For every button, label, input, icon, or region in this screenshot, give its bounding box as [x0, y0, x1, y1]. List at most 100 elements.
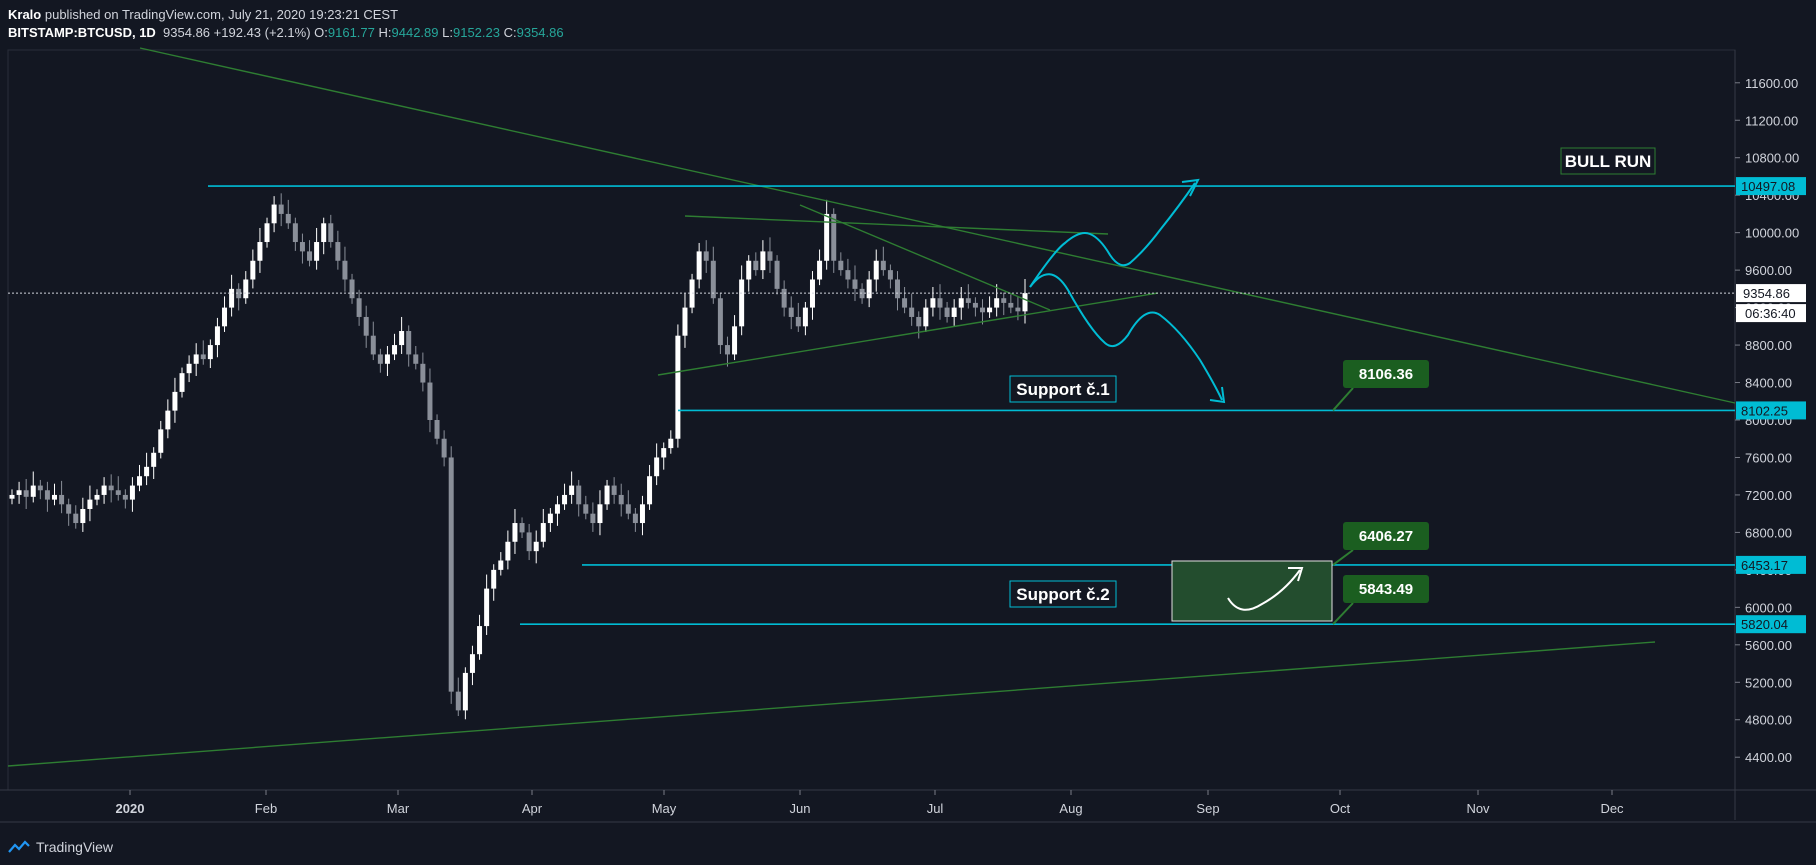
candle-body [314, 242, 320, 261]
x-tick-label: Sep [1196, 801, 1219, 816]
candle-body [94, 494, 100, 500]
candle-body [448, 457, 454, 692]
candle-body [930, 298, 936, 308]
candle-body [547, 513, 553, 524]
x-tick-label: Feb [255, 801, 277, 816]
candle-body [647, 476, 653, 505]
candle-body [66, 504, 72, 514]
candle-body [717, 298, 723, 346]
candle-body [222, 307, 228, 327]
candle-body [469, 654, 475, 673]
support-1-price-tag [1736, 401, 1806, 420]
candle-body [179, 373, 185, 392]
countdown-tag [1736, 304, 1806, 323]
y-tick-label: 4400.00 [1745, 750, 1792, 765]
candle-body [866, 279, 872, 299]
candle-body [335, 242, 341, 261]
candle-body [441, 438, 447, 458]
y-tick-label: 7600.00 [1745, 450, 1792, 465]
candle-body [434, 420, 440, 439]
candle-body [909, 307, 915, 317]
callout-5843-box [1343, 575, 1429, 603]
candle-body [52, 494, 58, 500]
plot-frame [7, 49, 1736, 791]
candle-body [958, 298, 964, 308]
candle-body [377, 354, 383, 364]
candle-body [264, 223, 270, 243]
callout-8106: 8106.36 [1359, 366, 1413, 383]
candle-body [349, 279, 355, 299]
candle-body [824, 213, 830, 261]
candle-body [795, 316, 801, 327]
open-value: 9161.77 [327, 25, 375, 40]
candle-body [392, 345, 398, 355]
candle-body [859, 288, 865, 299]
candle-body [873, 260, 879, 280]
candle-body [639, 504, 645, 524]
candle-body [781, 288, 787, 308]
candle-body [484, 588, 490, 627]
candle-body [399, 331, 405, 346]
candle-body [413, 354, 419, 364]
candle-body [668, 438, 674, 449]
candle-body [243, 279, 249, 299]
candle-body [321, 223, 327, 243]
support-2-zone [1171, 560, 1333, 622]
candle-body [533, 541, 539, 552]
candle-body [477, 626, 483, 655]
candle-body [151, 452, 157, 467]
candle-body [611, 485, 617, 495]
wedge-top-line [799, 204, 1051, 311]
bull-run-label-box [1560, 147, 1656, 175]
support-1-label-box [1009, 375, 1117, 403]
candle-body [158, 429, 164, 453]
candle-body [845, 270, 851, 280]
candle-body [654, 457, 660, 477]
y-tick-label: 4800.00 [1745, 713, 1792, 728]
candle-body [271, 204, 277, 224]
candle-body [299, 242, 305, 252]
candle-body [625, 504, 631, 514]
high-label: H: [378, 25, 392, 40]
candle-body [540, 523, 546, 542]
candle-body [9, 494, 15, 499]
support-1-label: Support č.1 [1016, 380, 1110, 399]
candle-body [137, 476, 143, 486]
candle-body [129, 485, 135, 500]
y-tick-label: 8400.00 [1745, 376, 1792, 391]
candle-body [965, 298, 971, 303]
candle-body [505, 541, 511, 561]
author-name[interactable]: Kralo [8, 7, 42, 22]
y-tick-label: 5200.00 [1745, 675, 1792, 690]
candle-body [328, 223, 334, 243]
support-2-label: Support č.2 [1016, 585, 1110, 604]
tradingview-footer[interactable]: TradingView [8, 839, 113, 855]
x-tick-label: Dec [1600, 801, 1624, 816]
candle-body [724, 345, 730, 355]
y-tick-label: 11600.00 [1745, 76, 1798, 91]
low-label: L: [442, 25, 453, 40]
low-value: 9152.23 [452, 25, 500, 40]
candle-body [491, 569, 497, 589]
bearish-projection-path [1029, 273, 1223, 401]
candle-body [802, 307, 808, 327]
y-tick-label: 7200.00 [1745, 488, 1792, 503]
callout-5843-pointer [1332, 602, 1354, 625]
candle-body [902, 298, 908, 308]
footer-brand: TradingView [36, 839, 114, 855]
candle-body [172, 391, 178, 411]
candle-body [37, 485, 43, 491]
x-tick-label: Nov [1466, 801, 1490, 816]
close-label: C: [503, 25, 517, 40]
candle-body [951, 307, 957, 317]
long-ascending-trendline [7, 641, 1656, 767]
y-tick-label: 10800.00 [1745, 151, 1799, 166]
high-value: 9442.89 [391, 25, 439, 40]
candle-body [944, 307, 950, 317]
candle-body [880, 260, 886, 271]
resistance-price-label: 10497.08 [1741, 179, 1795, 194]
candle-body [753, 260, 759, 271]
resistance-price-tag [1736, 177, 1806, 196]
candle-body [108, 485, 114, 491]
